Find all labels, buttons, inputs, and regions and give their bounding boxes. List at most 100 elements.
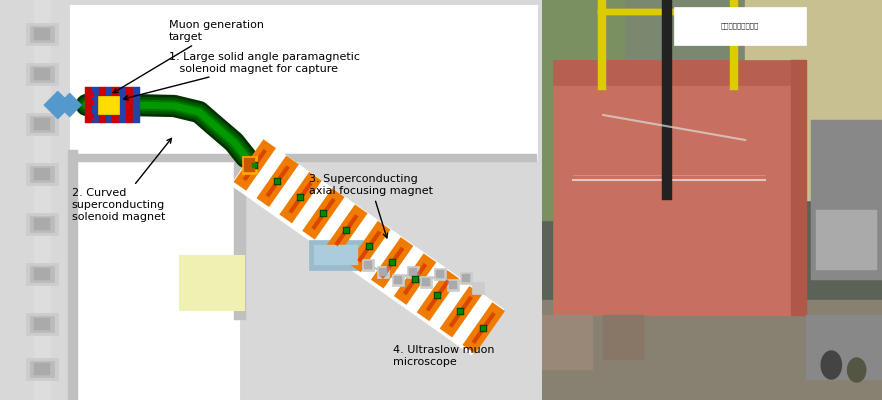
- Bar: [436, 270, 444, 278]
- Bar: [274, 178, 281, 185]
- Bar: [791, 60, 806, 315]
- Bar: [413, 277, 417, 282]
- Bar: [92, 87, 99, 123]
- Bar: [133, 87, 140, 123]
- Bar: [297, 194, 304, 201]
- Bar: [407, 266, 419, 278]
- Bar: [458, 308, 464, 315]
- Bar: [119, 87, 126, 123]
- Bar: [482, 326, 486, 330]
- Bar: [34, 118, 49, 130]
- Bar: [26, 263, 57, 285]
- Bar: [472, 282, 483, 294]
- Bar: [26, 63, 57, 85]
- Bar: [460, 272, 472, 284]
- Polygon shape: [57, 93, 82, 117]
- Bar: [434, 268, 446, 280]
- Bar: [542, 315, 593, 370]
- Bar: [30, 216, 54, 232]
- Bar: [366, 243, 373, 250]
- Bar: [26, 23, 57, 45]
- Ellipse shape: [848, 358, 866, 382]
- Bar: [30, 266, 54, 282]
- Bar: [552, 80, 796, 315]
- Bar: [459, 309, 463, 314]
- Bar: [730, 0, 738, 90]
- Text: Muon generation
target: Muon generation target: [113, 20, 265, 93]
- Bar: [379, 268, 387, 276]
- Bar: [26, 358, 57, 380]
- Bar: [462, 274, 470, 282]
- Bar: [480, 324, 487, 332]
- Bar: [321, 211, 326, 216]
- Bar: [243, 158, 255, 172]
- Bar: [364, 261, 372, 269]
- Bar: [26, 213, 57, 235]
- Bar: [377, 266, 389, 278]
- Bar: [106, 87, 113, 123]
- Bar: [552, 60, 796, 85]
- Bar: [70, 140, 239, 400]
- Bar: [87, 114, 93, 119]
- Bar: [34, 28, 49, 40]
- Bar: [436, 293, 440, 298]
- Bar: [26, 113, 57, 135]
- Bar: [87, 92, 93, 97]
- Text: 2. Curved
superconducting
solenoid magnet: 2. Curved superconducting solenoid magne…: [71, 138, 171, 222]
- Bar: [811, 120, 882, 280]
- Bar: [98, 96, 119, 114]
- Bar: [242, 156, 257, 174]
- Bar: [113, 87, 119, 123]
- Bar: [363, 259, 374, 271]
- Bar: [234, 158, 246, 320]
- Bar: [70, 154, 537, 162]
- Bar: [252, 162, 258, 168]
- Bar: [598, 0, 606, 90]
- Bar: [68, 150, 78, 400]
- Text: ミュオンビーム生成: ミュオンビーム生成: [721, 23, 759, 29]
- Bar: [30, 26, 54, 42]
- Bar: [542, 0, 624, 220]
- Bar: [806, 315, 882, 380]
- Bar: [34, 268, 49, 280]
- Bar: [30, 116, 54, 132]
- Bar: [99, 87, 106, 123]
- Bar: [420, 276, 432, 288]
- Text: 1. Large solid angle paramagnetic
   solenoid magnet for capture: 1. Large solid angle paramagnetic soleno…: [123, 52, 360, 100]
- Bar: [392, 274, 404, 286]
- Bar: [30, 361, 54, 377]
- Bar: [30, 66, 54, 82]
- Bar: [85, 87, 92, 123]
- Bar: [30, 166, 54, 182]
- Bar: [542, 0, 882, 140]
- Bar: [87, 100, 93, 105]
- Bar: [320, 210, 327, 218]
- Bar: [412, 276, 419, 282]
- Bar: [34, 218, 49, 230]
- Bar: [298, 195, 303, 200]
- Bar: [34, 68, 49, 80]
- Bar: [367, 244, 371, 249]
- Bar: [343, 227, 350, 234]
- Bar: [449, 281, 457, 289]
- Bar: [26, 313, 57, 335]
- Text: 3. Superconducting
axial focusing magnet: 3. Superconducting axial focusing magnet: [309, 174, 432, 238]
- Bar: [70, 5, 537, 160]
- Bar: [745, 0, 882, 200]
- Bar: [409, 268, 417, 276]
- Bar: [394, 276, 402, 284]
- Bar: [389, 259, 396, 266]
- Bar: [313, 245, 358, 265]
- Bar: [275, 179, 280, 184]
- Bar: [126, 87, 133, 123]
- Ellipse shape: [821, 351, 841, 379]
- Bar: [34, 363, 49, 375]
- Bar: [344, 228, 349, 233]
- Polygon shape: [44, 91, 71, 119]
- Bar: [251, 162, 258, 168]
- Bar: [598, 9, 738, 15]
- Bar: [674, 7, 806, 45]
- Text: 4. Ultraslow muon
microscope: 4. Ultraslow muon microscope: [393, 345, 495, 366]
- Bar: [34, 168, 49, 180]
- Bar: [542, 300, 882, 400]
